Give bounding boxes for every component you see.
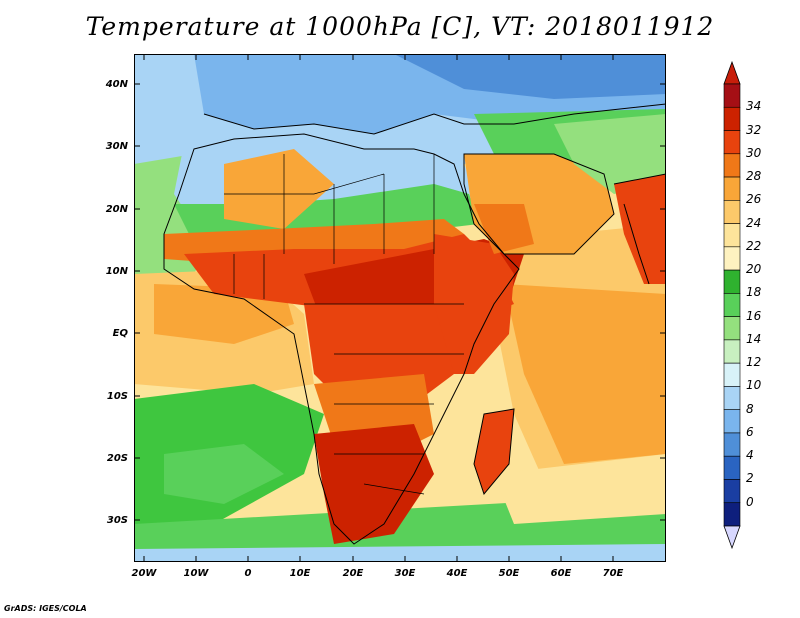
arabia-hot	[474, 204, 534, 254]
colorbar-under-triangle	[723, 525, 741, 550]
colorbar-tick-label: 26	[746, 192, 762, 207]
credit-text: GrADS: IGES/COLA	[4, 604, 87, 613]
india-land	[614, 174, 666, 284]
colorbar-bin	[723, 176, 741, 201]
map-frame	[134, 54, 666, 562]
colorbar-tick-label: 8	[746, 401, 754, 416]
colorbar-tick-label: 10	[746, 378, 762, 393]
colorbar-bin	[723, 455, 741, 480]
colorbar-tick-label: 2	[746, 471, 754, 486]
colorbar-tick-label: 0	[746, 494, 754, 509]
lat-label-30n: 30N	[105, 141, 128, 152]
colorbar-tick-label: 18	[746, 285, 762, 300]
colorbar-bin	[723, 362, 741, 387]
colorbar-tick-label: 14	[746, 331, 762, 346]
indian-ocean-tropic	[504, 284, 666, 464]
colorbar-bin	[723, 502, 741, 527]
colorbar-tick-label: 24	[746, 215, 762, 230]
africa-coastline	[163, 133, 520, 545]
lon-label-70e: 70E	[602, 568, 624, 579]
lon-label-20w: 20W	[131, 568, 157, 579]
colorbar-bin	[723, 269, 741, 294]
lon-label-0: 0	[244, 568, 252, 579]
colorbar-bin	[723, 106, 741, 131]
colorbar-tick-label: 30	[746, 145, 762, 160]
colorbar-tick-label: 20	[746, 262, 762, 277]
colorbar-over-triangle	[723, 60, 741, 85]
colorbar-tick-label: 32	[746, 122, 762, 137]
lat-label-10s: 10S	[106, 391, 128, 402]
lat-label-10n: 10N	[105, 266, 128, 277]
madagascar-land	[474, 409, 514, 494]
colorbar-tick-label: 16	[746, 308, 762, 323]
colorbar-bin	[723, 386, 741, 410]
colorbar-tick-label: 22	[746, 238, 762, 253]
lat-label-20n: 20N	[105, 204, 128, 215]
chart-title: Temperature at 1000hPa [C], VT: 20180119…	[85, 12, 715, 41]
axis-ticks	[134, 54, 666, 562]
lat-label-20s: 20S	[106, 453, 128, 464]
europe-coast	[203, 103, 666, 135]
colorbar	[723, 60, 741, 550]
lon-label-20e: 20E	[342, 568, 364, 579]
colorbar-bin	[723, 200, 741, 224]
colorbar-bin	[723, 479, 741, 504]
persia-land	[554, 114, 666, 194]
europe-cold	[394, 54, 666, 99]
colorbar-bin	[723, 246, 741, 271]
colorbar-tick-label: 4	[746, 448, 754, 463]
lon-label-30e: 30E	[394, 568, 416, 579]
lat-label-eq: EQ	[112, 328, 128, 339]
colorbar-bin	[723, 316, 741, 341]
map-panel	[134, 54, 666, 562]
arabia-coast	[463, 153, 615, 255]
colorbar-tick-label: 12	[746, 355, 762, 370]
india-coast	[613, 173, 666, 285]
temperature-map	[134, 54, 666, 562]
south-atlantic-light	[164, 444, 284, 504]
sahara-warm	[224, 149, 334, 229]
colorbar-bin	[723, 83, 741, 108]
colorbar-tick-label: 6	[746, 424, 754, 439]
lon-label-60e: 60E	[550, 568, 572, 579]
east-africa-warm	[434, 234, 514, 374]
lon-label-50e: 50E	[498, 568, 520, 579]
colorbar-bin	[723, 153, 741, 178]
madagascar-coast	[473, 408, 515, 496]
interior-borders	[224, 154, 464, 495]
colorbar-bin	[723, 409, 741, 434]
indian-ocean-south-light	[494, 454, 666, 524]
colorbar-bin	[723, 130, 741, 155]
lat-label-40n: 40N	[105, 79, 128, 90]
lon-label-40e: 40E	[446, 568, 468, 579]
southern-ocean-blue	[134, 544, 666, 562]
colorbar-bin	[723, 339, 741, 364]
lat-label-30s: 30S	[106, 515, 128, 526]
lon-label-10w: 10W	[183, 568, 209, 579]
colorbar-tick-label: 34	[746, 99, 762, 114]
colorbar-bin	[723, 293, 741, 317]
colorbar-bin	[723, 223, 741, 248]
colorbar-tick-label: 28	[746, 169, 762, 184]
lon-label-10e: 10E	[289, 568, 311, 579]
colorbar-bin	[723, 432, 741, 457]
